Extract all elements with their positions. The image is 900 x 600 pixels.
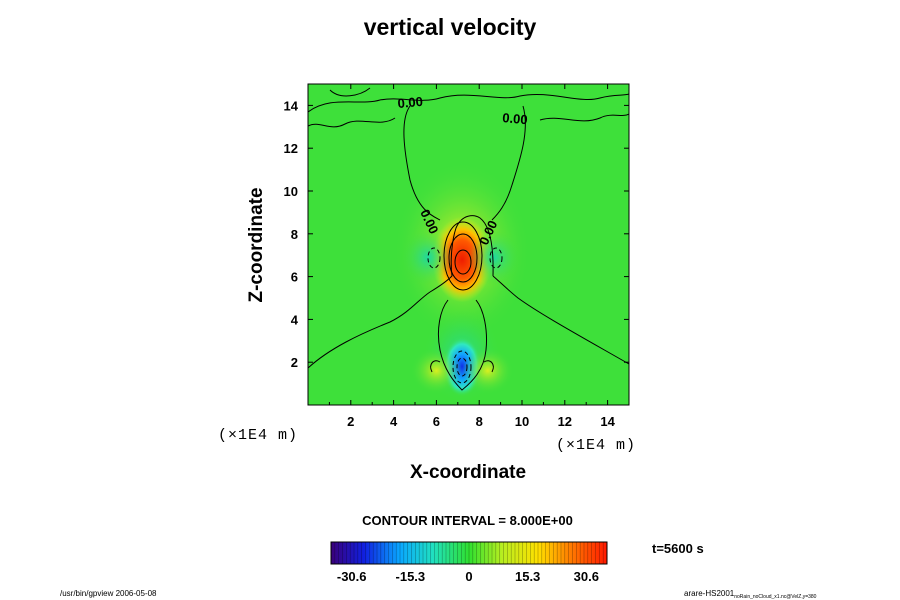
x-tick-label: 6 xyxy=(433,414,440,429)
x-tick-label: 12 xyxy=(558,414,572,429)
y-axis-label: Z-coordinate xyxy=(246,187,267,302)
updraft-cell xyxy=(462,347,514,395)
y-tick-label: 8 xyxy=(291,227,298,242)
updraft-cell xyxy=(410,347,463,395)
downdraft-cell xyxy=(402,229,454,286)
footer-source-sub: noRain_noCloud_x1.nc@VelZ,y=380 xyxy=(734,594,817,600)
y-axis: 2 4 6 8 10 12 14 xyxy=(284,98,629,370)
x-axis: 2 4 6 8 10 12 14 xyxy=(328,84,616,429)
footer-source-main: arare-HS2001 xyxy=(684,589,735,598)
colorbar-tick-label: -30.6 xyxy=(337,569,367,584)
x-tick-label: 2 xyxy=(347,414,354,429)
contour-label: 0.00 xyxy=(502,110,529,127)
chart-title: vertical velocity xyxy=(363,14,537,40)
colorbar-tick-label: -15.3 xyxy=(396,569,426,584)
y-axis-units: (×1E4 m) xyxy=(218,427,298,444)
x-tick-label: 10 xyxy=(515,414,529,429)
colorbar-tick-label: 30.6 xyxy=(574,569,599,584)
y-tick-label: 2 xyxy=(291,355,298,370)
y-tick-label: 6 xyxy=(291,270,298,285)
plot-frame xyxy=(307,83,630,406)
y-tick-label: 10 xyxy=(284,184,298,199)
negative-contours xyxy=(427,247,503,384)
heatmap-field xyxy=(308,84,629,405)
colorbar-tick-label: 0 xyxy=(465,569,472,584)
x-tick-label: 8 xyxy=(476,414,483,429)
colorbar-ticks: -30.6 -15.3 0 15.3 30.6 xyxy=(337,569,599,584)
contour-interval: CONTOUR INTERVAL = 8.000E+00 xyxy=(362,513,573,528)
x-tick-label: 4 xyxy=(390,414,398,429)
x-axis-label: X-coordinate xyxy=(410,462,526,483)
y-tick-label: 4 xyxy=(291,312,299,327)
x-tick-label: 14 xyxy=(600,414,615,429)
colorbar-frame xyxy=(330,541,608,565)
y-tick-label: 14 xyxy=(284,98,299,113)
colorbar: -30.6 -15.3 0 15.3 30.6 xyxy=(330,541,608,584)
positive-contours xyxy=(443,221,483,291)
x-axis-units: (×1E4 m) xyxy=(556,437,636,454)
time-label: t=5600 s xyxy=(652,541,704,556)
colorbar-tick-label: 15.3 xyxy=(515,569,540,584)
contour-lines xyxy=(308,87,629,391)
footer-source: arare-HS2001noRain_noCloud_x1.nc@VelZ,y=… xyxy=(684,589,816,600)
contour-label: 0.00 xyxy=(397,94,424,111)
footer-command: /usr/bin/gpview 2006-05-08 xyxy=(60,589,157,598)
downdraft-cell xyxy=(468,229,520,286)
colorbar-divisions xyxy=(334,542,604,564)
y-tick-label: 12 xyxy=(284,141,298,156)
